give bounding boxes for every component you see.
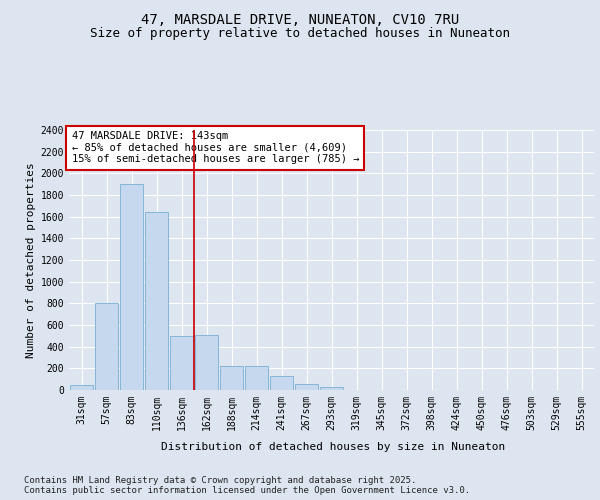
Text: Distribution of detached houses by size in Nuneaton: Distribution of detached houses by size … xyxy=(161,442,505,452)
Bar xyxy=(220,366,243,390)
Y-axis label: Number of detached properties: Number of detached properties xyxy=(26,162,37,358)
Bar xyxy=(145,212,168,390)
Text: Contains HM Land Registry data © Crown copyright and database right 2025.
Contai: Contains HM Land Registry data © Crown c… xyxy=(24,476,470,495)
Bar xyxy=(170,336,193,390)
Bar xyxy=(70,384,93,390)
Bar xyxy=(195,335,218,390)
Bar xyxy=(295,384,318,390)
Text: 47 MARSDALE DRIVE: 143sqm
← 85% of detached houses are smaller (4,609)
15% of se: 47 MARSDALE DRIVE: 143sqm ← 85% of detac… xyxy=(71,132,359,164)
Bar xyxy=(95,304,118,390)
Bar xyxy=(270,376,293,390)
Text: Size of property relative to detached houses in Nuneaton: Size of property relative to detached ho… xyxy=(90,28,510,40)
Bar xyxy=(320,387,343,390)
Bar xyxy=(120,184,143,390)
Text: 47, MARSDALE DRIVE, NUNEATON, CV10 7RU: 47, MARSDALE DRIVE, NUNEATON, CV10 7RU xyxy=(141,12,459,26)
Bar xyxy=(245,366,268,390)
